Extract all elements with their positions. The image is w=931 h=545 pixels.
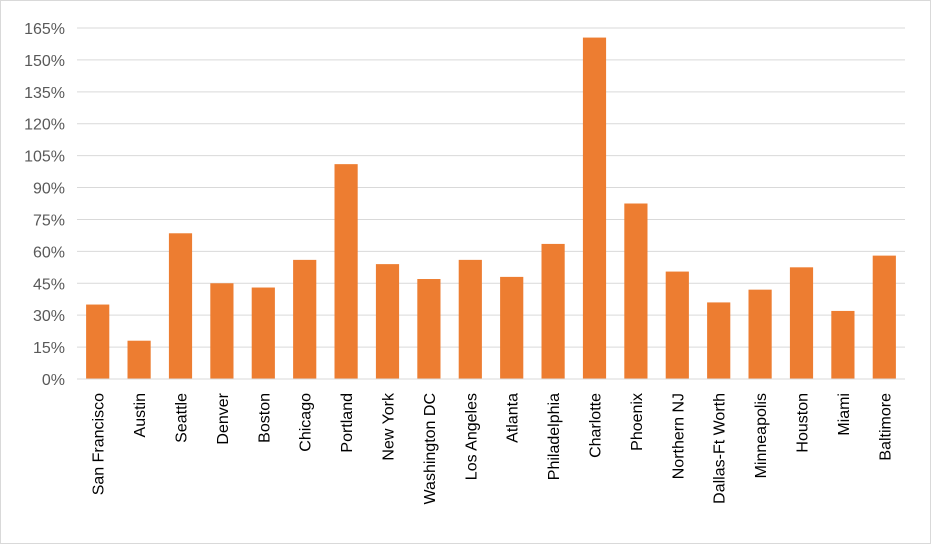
x-category-label: Austin [132, 393, 149, 437]
y-tick-label: 30% [33, 308, 65, 325]
x-category-label: Miami [836, 393, 853, 436]
bar-baltimore [872, 255, 896, 379]
bar-houston [789, 267, 814, 379]
x-category-label: Charlotte [588, 393, 605, 458]
bar-los-angeles [458, 259, 482, 379]
bar-miami [831, 310, 855, 379]
bar-boston [251, 287, 275, 379]
bar-phoenix [624, 203, 648, 379]
x-category-label: Baltimore [877, 393, 894, 461]
x-category-label: Atlanta [505, 393, 522, 443]
y-tick-label: 60% [33, 244, 65, 261]
bar-charlotte [582, 37, 607, 380]
y-tick-label: 120% [24, 117, 65, 134]
y-tick-label: 105% [24, 149, 65, 166]
bar-seattle [168, 233, 193, 379]
gridlines [77, 27, 905, 348]
y-tick-label: 0% [42, 372, 65, 389]
y-axis-ticks: 0% 15% 30% 45% 60% 75% 90% 105% 120% 135% 150% 165% [24, 21, 65, 389]
y-tick-label: 15% [33, 340, 65, 357]
bar-chicago [293, 259, 317, 379]
x-category-label: Boston [256, 393, 273, 443]
x-category-label: Chicago [298, 393, 315, 452]
bar-denver [210, 283, 234, 379]
bars [86, 37, 896, 380]
x-category-label: Los Angeles [463, 393, 480, 480]
y-tick-label: 165% [24, 21, 65, 38]
x-category-label: Phoenix [629, 393, 646, 451]
y-tick-label: 75% [33, 212, 65, 229]
x-category-label: Dallas-Ft Worth [712, 393, 729, 504]
x-category-label: Northern NJ [670, 393, 687, 479]
x-category-label: Philadelphia [546, 393, 563, 480]
x-axis-labels: San Francisco Austin Seattle Denver Boston Ch… [91, 392, 895, 504]
bar-washington-dc [417, 279, 441, 379]
x-category-label: San Francisco [91, 393, 108, 495]
x-category-label: Houston [795, 393, 812, 453]
x-category-label: Denver [215, 392, 232, 444]
y-tick-label: 90% [33, 181, 65, 198]
y-tick-label: 150% [24, 53, 65, 70]
bar-portland [334, 164, 358, 379]
bar-new-york [375, 264, 400, 379]
y-tick-label: 45% [33, 276, 65, 293]
x-category-label: Minneapolis [753, 393, 770, 478]
bar-northern-nj [665, 271, 689, 379]
x-category-label: Seattle [174, 393, 191, 443]
bar-san-francisco [86, 304, 110, 379]
bar-atlanta [500, 276, 524, 379]
x-category-label: Washington DC [422, 393, 439, 504]
bar-austin [127, 340, 151, 379]
bar-dallas-ft-worth [707, 302, 731, 379]
y-tick-label: 135% [24, 85, 65, 102]
x-category-label: Portland [339, 393, 356, 453]
bar-minneapolis [748, 289, 772, 379]
x-category-label: New York [381, 392, 398, 461]
bar-philadelphia [541, 243, 565, 379]
